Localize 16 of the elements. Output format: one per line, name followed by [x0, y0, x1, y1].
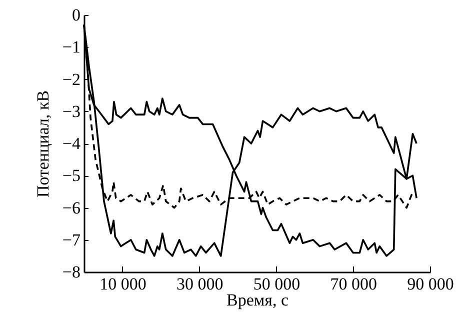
y-tick-label: −5 — [62, 166, 80, 186]
x-tick-label: 30 000 — [176, 274, 224, 294]
x-tick-label: 70 000 — [330, 274, 377, 294]
y-tick-label: −2 — [62, 70, 80, 89]
y-tick-label: −7 — [62, 230, 81, 250]
y-tick-label: −4 — [62, 134, 81, 153]
y-tick-label: −1 — [62, 38, 80, 57]
x-tick-label: 50 000 — [253, 274, 300, 294]
y-tick-label: −8 — [62, 262, 80, 282]
y-axis-title: Потенциал, кВ — [33, 90, 52, 198]
x-axis-title: Время, с — [226, 290, 289, 310]
y-tick-label: 0 — [72, 6, 80, 24]
y-tick-label: −3 — [62, 102, 80, 121]
x-tick-label: 90 000 — [407, 274, 454, 294]
x-tick-label: 10 000 — [100, 274, 146, 294]
y-tick-label: −6 — [62, 198, 80, 218]
